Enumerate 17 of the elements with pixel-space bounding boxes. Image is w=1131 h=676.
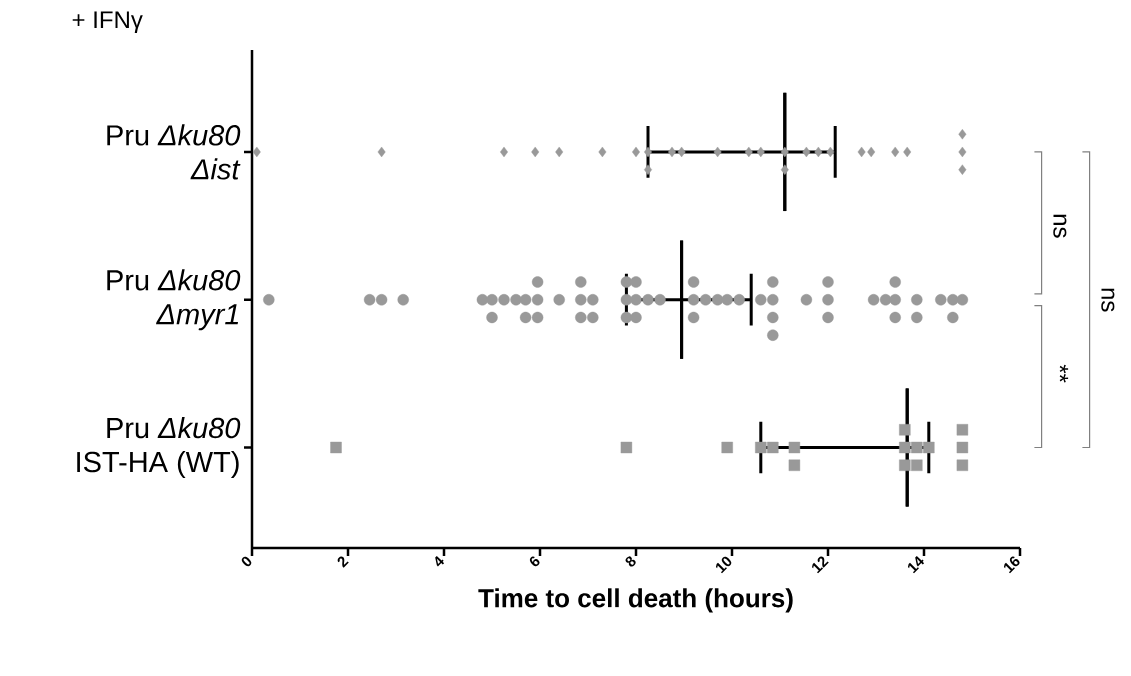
x-tick-label: 10 xyxy=(715,556,732,574)
y-tick-label: Pru Δku80 IST-HA (WT) xyxy=(77,417,241,479)
x-tick-label: 12 xyxy=(812,556,829,574)
x-tick-label: 2 xyxy=(337,556,349,568)
x-tick-label: 8 xyxy=(625,556,636,567)
x-tick-label: 6 xyxy=(529,556,540,567)
chart-title: + IFNγ xyxy=(72,11,143,33)
text: ns xyxy=(1053,214,1067,238)
x-tick-label: 4 xyxy=(435,555,445,567)
y-tick-label: Pru Δku80 Δmyr1 xyxy=(107,269,241,331)
x-tick-label: 16 xyxy=(1003,556,1020,574)
x-tick-label: 0 xyxy=(241,556,252,567)
y-tick-label: Pru Δku80 Δist xyxy=(107,124,241,180)
x-tick-label: 14 xyxy=(907,555,925,574)
x-axis-title: Time to cell death (hours) xyxy=(478,588,793,613)
text: ** xyxy=(1059,364,1069,383)
text: ns xyxy=(1101,288,1115,312)
